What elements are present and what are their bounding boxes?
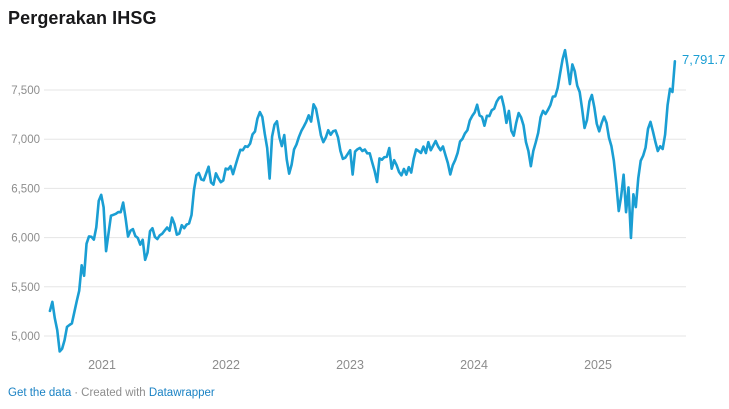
y-tick-label: 6,000 <box>11 233 40 245</box>
y-tick-label: 6,500 <box>11 183 40 195</box>
get-the-data-link[interactable]: Get the data <box>8 387 72 399</box>
datawrapper-link[interactable]: Datawrapper <box>148 387 215 399</box>
chart-footer: Get the data · Created with Datawrapper <box>8 387 215 399</box>
y-tick-label: 7,500 <box>11 85 40 97</box>
x-tick-label: 2023 <box>336 358 364 372</box>
footer-credit-text: Created with <box>81 387 146 399</box>
x-tick-label: 2022 <box>212 358 240 372</box>
chart-title: Pergerakan IHSG <box>8 8 157 28</box>
footer-separator: · <box>74 387 79 399</box>
ihsg-line <box>48 48 677 353</box>
x-tick-label: 2025 <box>584 358 612 372</box>
latest-value-label: 7,791.7 <box>682 52 726 67</box>
y-tick-label: 5,000 <box>11 331 40 343</box>
y-tick-label: 5,500 <box>11 282 40 294</box>
y-tick-label: 7,000 <box>11 134 40 146</box>
x-tick-label: 2021 <box>88 358 116 372</box>
x-tick-label: 2024 <box>460 358 488 372</box>
